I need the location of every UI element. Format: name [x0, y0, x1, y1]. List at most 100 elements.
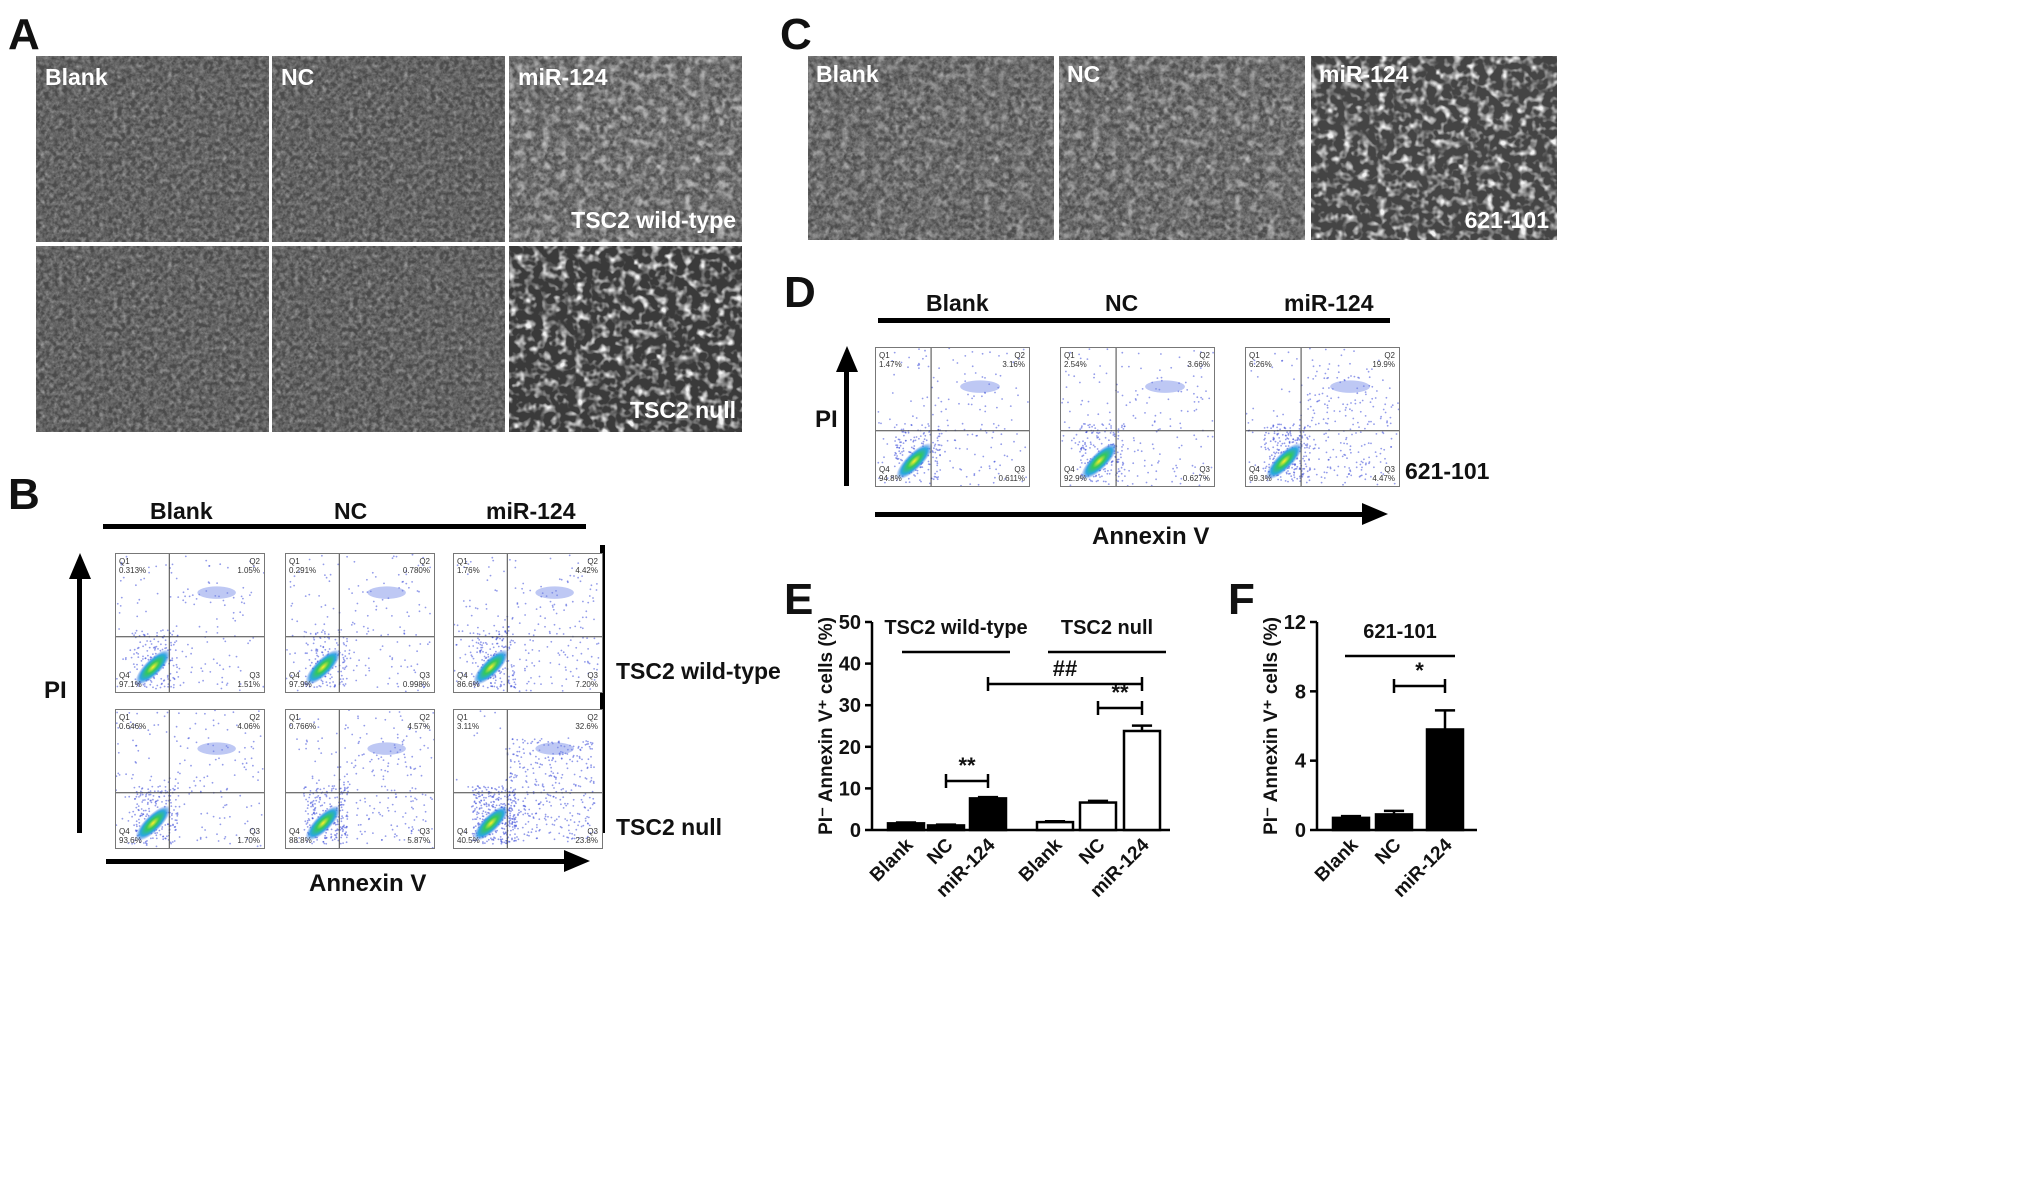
bar — [886, 822, 926, 832]
quadrant-value: Q2 — [1014, 351, 1025, 360]
quadrant-value: 0.766% — [289, 722, 317, 731]
quadrant-value: Q1 — [457, 713, 468, 722]
quadrant-value: Q1 — [879, 351, 890, 360]
micrograph-c-mir124: miR-124 621-101 — [1311, 56, 1557, 240]
micrograph-label: Blank — [816, 61, 879, 87]
quadrant-value: 0.998% — [402, 680, 430, 689]
bar — [1331, 816, 1371, 832]
bar — [1122, 729, 1162, 832]
quadrant-value: 93.6% — [119, 836, 142, 845]
quadrant-value: 23.8% — [575, 836, 598, 845]
quadrant-value: 97.1% — [119, 680, 142, 689]
quadrant-value: 94.8% — [879, 474, 902, 483]
column-label: NC — [1105, 290, 1139, 316]
bar — [968, 797, 1008, 832]
quadrant-value: 88.8% — [289, 836, 312, 845]
category-label: NC — [1371, 834, 1405, 868]
quadrant-value: 2.54% — [1064, 360, 1087, 369]
quadrant-value: 3.11% — [457, 722, 480, 731]
flow-plot-b-5: Q1 0.766% Q2 4.57% Q4 88.8% Q3 5.87% — [285, 709, 435, 849]
y-axis-label: PI⁻ Annexin V⁺ cells (%) — [816, 617, 837, 835]
quadrant-value: Q1 — [1249, 351, 1260, 360]
flow-plot-b-1: Q1 0.313% Q2 1.05% Q4 97.1% Q3 1.51% — [115, 553, 265, 693]
quadrant-value: Q4 — [119, 671, 130, 680]
quadrant-value: Q2 — [249, 557, 260, 566]
micrograph-a-mir124-null: TSC2 null — [509, 246, 742, 432]
bar — [1035, 820, 1075, 832]
micrograph-c-nc: NC — [1059, 56, 1305, 240]
quadrant-value: 4.42% — [575, 566, 598, 575]
quadrant-value: 1.51% — [237, 680, 260, 689]
quadrant-value: Q4 — [1249, 465, 1260, 474]
micrograph-corner-label: TSC2 null — [629, 397, 736, 423]
quadrant-value: Q2 — [1199, 351, 1210, 360]
micrograph-a-nc-wt: NC — [272, 56, 505, 242]
bar — [1374, 813, 1414, 832]
quadrant-value: 19.9% — [1372, 360, 1395, 369]
quadrant-value: Q3 — [1014, 465, 1025, 474]
significance-label: ** — [1111, 680, 1129, 705]
quadrant-value: Q3 — [1384, 465, 1395, 474]
micrograph-label: Blank — [45, 64, 108, 90]
quadrant-value: 3.16% — [1002, 360, 1025, 369]
quadrant-value: Q1 — [289, 557, 300, 566]
y-axis-label: PI⁻ Annexin V⁺ cells (%) — [1261, 617, 1282, 835]
quadrant-value: Q4 — [1064, 465, 1075, 474]
quadrant-value: Q3 — [249, 827, 260, 836]
quadrant-value: Q4 — [879, 465, 890, 474]
bar-chart-e: 0 10 20 30 40 50 PI⁻ Annexin V⁺ cells (%) Blank… — [810, 600, 1210, 902]
quadrant-value: 0.627% — [1182, 474, 1210, 483]
y-axis-label: PI — [815, 406, 838, 433]
quadrant-value: Q1 — [457, 557, 468, 566]
category-label: NC — [1075, 834, 1109, 868]
y-tick-label: 0 — [850, 820, 861, 842]
micrograph-label: NC — [281, 64, 315, 90]
quadrant-value: Q1 — [1064, 351, 1075, 360]
quadrant-value: Q3 — [1199, 465, 1210, 474]
row-label: TSC2 null — [616, 814, 723, 840]
micrograph-label: miR-124 — [518, 64, 608, 90]
panel-letter-e: E — [784, 575, 814, 624]
column-label: miR-124 — [1284, 290, 1374, 316]
quadrant-value: Q2 — [587, 557, 598, 566]
quadrant-value: 0.611% — [998, 474, 1025, 483]
quadrant-value: 1.76% — [457, 566, 480, 575]
quadrant-value: 69.3% — [1249, 474, 1272, 483]
micrograph-label: miR-124 — [1319, 61, 1409, 87]
y-tick-label: 12 — [1284, 612, 1306, 634]
quadrant-value: 4.47% — [1372, 474, 1395, 483]
bar — [1078, 801, 1118, 832]
row-label: 621-101 — [1405, 458, 1490, 484]
bar — [1425, 728, 1465, 832]
micrograph-c-blank: Blank — [808, 56, 1054, 240]
quadrant-value: 5.87% — [407, 836, 430, 845]
quadrant-value: 1.47% — [879, 360, 902, 369]
x-axis-arrow — [106, 859, 566, 864]
micrograph-a-nc-null — [272, 246, 505, 432]
significance-label: ** — [958, 753, 976, 778]
category-label: Blank — [866, 834, 918, 886]
flow-plot-b-2: Q1 0.291% Q2 0.780% Q4 97.9% Q3 0.998% — [285, 553, 435, 693]
quadrant-value: Q2 — [1384, 351, 1395, 360]
quadrant-value: Q3 — [587, 671, 598, 680]
quadrant-value: Q2 — [587, 713, 598, 722]
panel-letter-f: F — [1228, 575, 1255, 624]
quadrant-value: Q2 — [419, 557, 430, 566]
flow-plot-b-4: Q1 0.646% Q2 4.06% Q4 93.6% Q3 1.70% — [115, 709, 265, 849]
quadrant-value: 32.6% — [575, 722, 598, 731]
flow-plot-b-6: Q1 3.11% Q2 32.6% Q4 40.5% Q3 23.8% — [453, 709, 603, 849]
group-label: 621-101 — [1363, 621, 1436, 643]
quadrant-value: 97.9% — [289, 680, 312, 689]
column-bracket-line — [103, 524, 586, 529]
y-tick-label: 40 — [839, 654, 861, 676]
quadrant-value: 1.70% — [237, 836, 260, 845]
panel-letter-b: B — [8, 470, 40, 519]
quadrant-value: 86.6% — [457, 680, 480, 689]
significance-label: * — [1415, 658, 1424, 683]
micrograph-a-blank-wt: Blank — [36, 56, 269, 242]
quadrant-value: Q1 — [289, 713, 300, 722]
y-tick-label: 4 — [1295, 751, 1307, 773]
column-label: Blank — [150, 498, 213, 524]
